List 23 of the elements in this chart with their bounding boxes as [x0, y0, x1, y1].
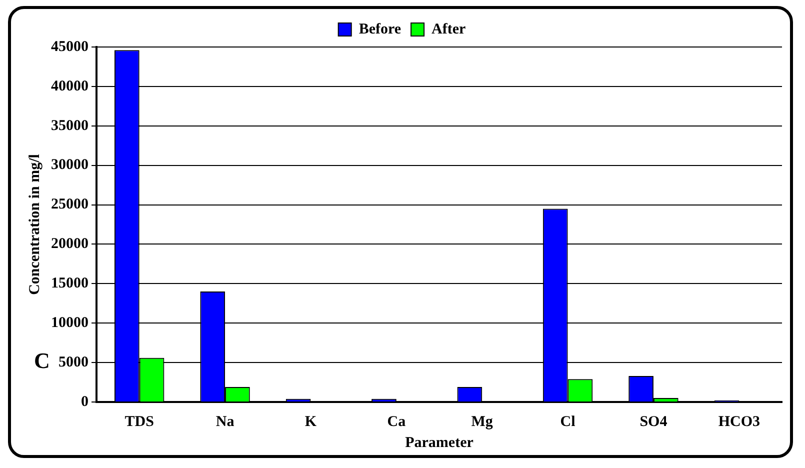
y-tick-label: 35000: [51, 118, 88, 134]
x-tick-label: Mg: [471, 414, 494, 430]
x-tick-label: Na: [216, 414, 235, 430]
x-tick-label: SO4: [640, 414, 668, 430]
y-axis-title: Concentration in mg/l: [26, 154, 43, 295]
legend-label: Before: [358, 21, 402, 38]
text: C: [34, 348, 50, 374]
y-tick-label: 30000: [51, 157, 88, 174]
legend-label: After: [432, 21, 466, 38]
y-tick-label: 5000: [58, 354, 88, 370]
x-axis-title: Parameter: [405, 434, 474, 451]
x-tick-label: Cl: [560, 414, 576, 430]
y-tick-label: 45000: [51, 38, 88, 55]
y-tick-label: 0: [81, 394, 88, 410]
y-tick-label: 25000: [51, 196, 88, 213]
x-tick-label: TDS: [124, 414, 154, 430]
y-tick-label: 40000: [51, 78, 88, 94]
y-tick-label: 20000: [51, 236, 88, 252]
y-tick-label: 15000: [51, 276, 88, 292]
x-tick-label: K: [304, 414, 317, 430]
y-tick-label: 10000: [51, 314, 88, 331]
x-tick-label: Ca: [387, 414, 406, 430]
x-tick-label: HCO3: [718, 414, 760, 430]
